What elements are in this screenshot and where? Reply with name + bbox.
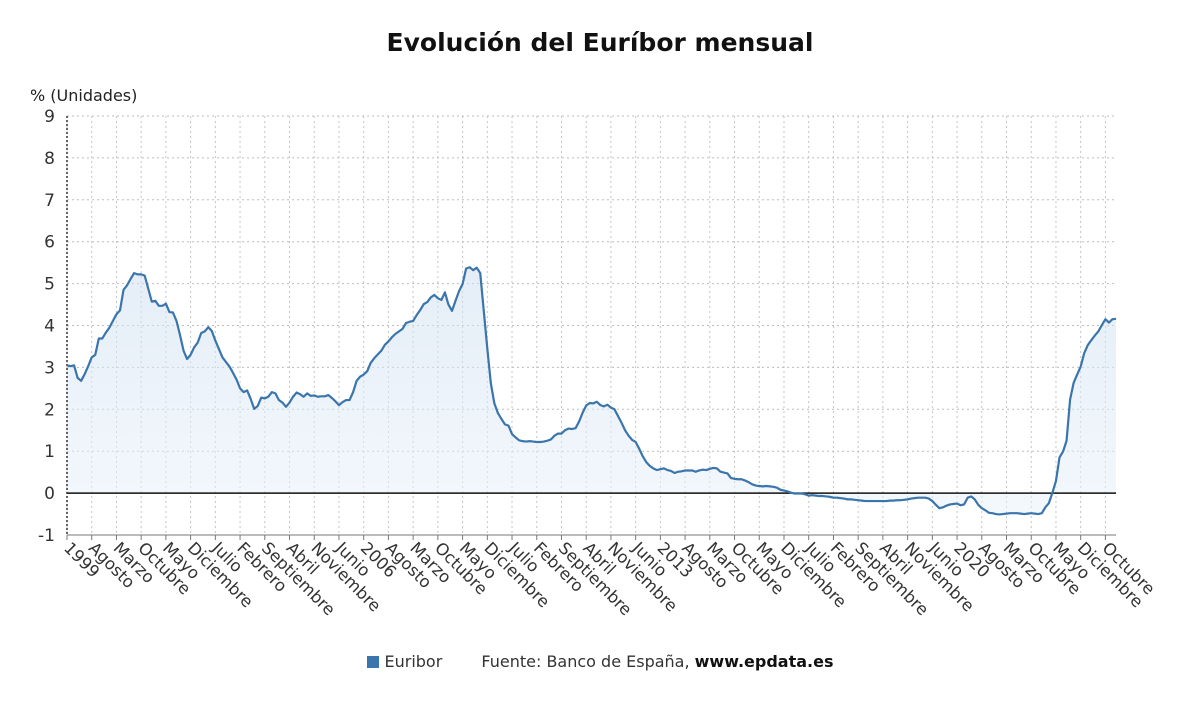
y-tick-label: 1	[44, 442, 55, 462]
y-tick-label: 3	[44, 358, 55, 378]
y-axis-label: % (Unidades)	[30, 86, 138, 105]
chart-title: Evolución del Euríbor mensual	[386, 28, 814, 57]
source-site: www.epdata.es	[694, 652, 834, 671]
legend: Euribor Fuente: Banco de España, www.epd…	[0, 652, 1200, 671]
y-tick-label: -1	[38, 526, 55, 546]
vertical-grid	[66, 116, 1106, 540]
y-tick-label: 9	[44, 107, 55, 127]
x-tick-labels: 1999AgostoMarzoOctubreMayoDiciembreJulio…	[60, 538, 1159, 620]
legend-label-euribor: Euribor	[384, 652, 443, 671]
y-tick-label: 0	[44, 484, 55, 504]
y-tick-label: 4	[44, 317, 55, 337]
series-line-euribor	[66, 266, 1117, 516]
legend-swatch-euribor	[366, 656, 379, 668]
y-tick-labels: -1 0 1 2 3 4 5 6 7 8 9	[38, 107, 55, 546]
y-tick-label: 2	[44, 400, 55, 420]
source-label: Fuente: Banco de España,	[481, 652, 695, 671]
y-tick-label: 5	[44, 275, 55, 295]
y-tick-label: 8	[44, 149, 55, 169]
series-area-euribor	[67, 267, 1116, 515]
y-tick-label: 6	[44, 233, 55, 253]
y-tick-label: 7	[44, 191, 55, 211]
